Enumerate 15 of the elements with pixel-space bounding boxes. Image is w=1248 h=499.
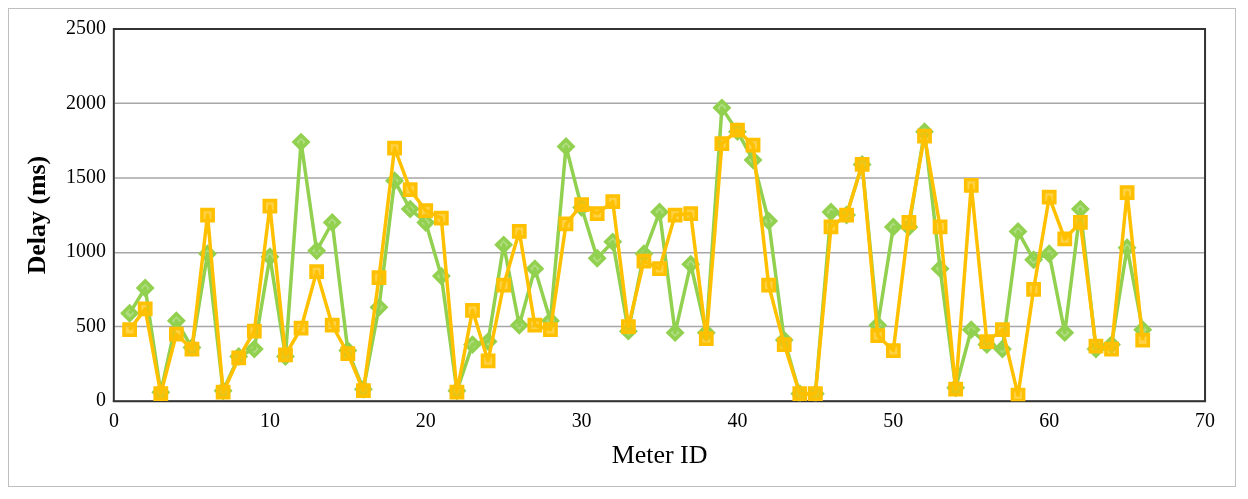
x-tick-label: 30 <box>571 409 592 432</box>
y-tick-label: 500 <box>76 313 107 336</box>
x-tick-label: 60 <box>1039 409 1060 432</box>
x-tick-label: 10 <box>259 409 280 432</box>
x-tick-label: 40 <box>727 409 748 432</box>
y-tick-label: 0 <box>96 388 107 411</box>
x-tick-label: 20 <box>415 409 436 432</box>
y-tick-label: 2500 <box>66 16 107 39</box>
x-axis-title: Meter ID <box>611 440 708 470</box>
y-tick-label: 1000 <box>66 239 107 262</box>
x-tick-label: 70 <box>1195 409 1216 432</box>
x-tick-label: 50 <box>883 409 904 432</box>
y-tick-label: 2000 <box>66 90 107 113</box>
y-axis-title: Delay (ms) <box>22 155 52 275</box>
y-tick-label: 1500 <box>66 165 107 188</box>
